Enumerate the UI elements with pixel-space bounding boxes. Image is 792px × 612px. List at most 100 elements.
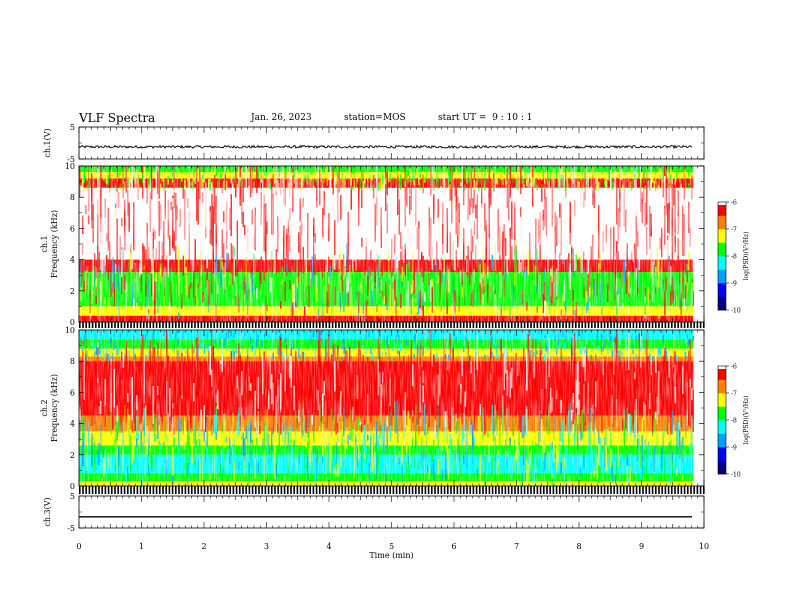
segment-marker: [143, 322, 145, 328]
segment-marker: [216, 486, 219, 494]
segment-marker: [95, 322, 97, 328]
segment-marker: [274, 322, 276, 328]
colorbar-segment: [718, 460, 726, 464]
segment-marker: [261, 322, 263, 328]
colorbar-segment: [718, 269, 726, 273]
segment-marker: [683, 322, 686, 328]
colorbar-segment: [718, 283, 726, 286]
segment-marker: [629, 322, 631, 328]
segment-marker: [437, 322, 439, 328]
segment-marker: [690, 322, 692, 328]
segment-marker: [331, 486, 334, 494]
y-tick-label: 5: [70, 492, 75, 501]
segment-marker: [635, 322, 638, 328]
segment-marker: [162, 322, 164, 328]
segment-marker: [642, 322, 644, 328]
segment-marker: [322, 486, 324, 494]
segment-marker: [280, 322, 283, 328]
segment-marker: [335, 322, 337, 328]
segment-marker: [581, 322, 583, 328]
segment-marker: [514, 322, 516, 328]
segment-marker: [411, 322, 414, 328]
segment-marker: [213, 322, 215, 328]
segment-marker: [139, 322, 142, 328]
segment-marker: [155, 486, 158, 494]
segment-marker: [357, 486, 359, 494]
segment-marker: [703, 322, 705, 328]
segment-marker: [293, 486, 295, 494]
segment-marker: [290, 322, 292, 328]
segment-marker: [159, 486, 161, 494]
segment-marker: [175, 486, 177, 494]
segment-marker: [107, 486, 110, 494]
segment-marker: [597, 322, 599, 328]
segment-marker: [159, 322, 161, 328]
segment-marker: [91, 322, 94, 328]
segment-marker: [315, 486, 318, 494]
segment-marker: [386, 322, 388, 328]
segment-marker: [146, 486, 148, 494]
segment-marker: [677, 322, 679, 328]
colorbar-segment: [718, 371, 726, 375]
segment-marker: [245, 322, 247, 328]
segment-marker: [687, 322, 689, 328]
segment-marker: [354, 486, 356, 494]
segment-marker: [223, 322, 225, 328]
segment-marker: [101, 322, 103, 328]
colorbar-segment: [718, 387, 726, 391]
segment-marker: [216, 322, 219, 328]
segment-marker: [363, 322, 366, 328]
y-tick-label: 6: [70, 224, 75, 233]
segment-marker: [203, 486, 206, 494]
colorbar-segment: [718, 261, 726, 265]
segment-marker: [290, 486, 292, 494]
segment-marker: [229, 486, 231, 494]
segment-marker: [146, 322, 148, 328]
segment-marker: [427, 322, 430, 328]
segment-marker: [79, 322, 81, 328]
segment-marker: [431, 322, 433, 328]
segment-marker: [341, 486, 343, 494]
colorbar-segment: [718, 406, 726, 410]
segment-marker: [693, 322, 695, 328]
colorbar-segment: [718, 304, 726, 308]
colorbar-segment: [718, 277, 726, 281]
segment-marker: [168, 486, 171, 494]
segment-marker: [98, 322, 100, 328]
segment-marker: [184, 486, 187, 494]
segment-marker: [219, 486, 222, 494]
colorbar-tick-label: -9: [731, 281, 737, 288]
segment-marker: [232, 486, 235, 494]
colorbar-segment: [718, 422, 726, 426]
segment-marker: [319, 322, 321, 328]
segment-marker: [264, 322, 267, 328]
colorbar-segment: [718, 207, 726, 211]
segment-marker: [655, 322, 657, 328]
y-tick-label: -5: [67, 155, 75, 164]
segment-marker: [501, 322, 503, 328]
segment-marker: [130, 322, 132, 328]
segment-marker: [379, 322, 382, 328]
segment-marker: [207, 486, 209, 494]
segment-marker: [399, 486, 401, 494]
segment-marker: [303, 322, 305, 328]
colorbar-segment: [718, 229, 726, 232]
segment-marker: [200, 486, 203, 494]
segment-marker: [405, 322, 407, 328]
segment-marker: [667, 322, 670, 328]
segment-marker: [264, 486, 267, 494]
segment-marker: [267, 486, 270, 494]
segment-marker: [136, 322, 139, 328]
segment-marker: [658, 322, 660, 328]
colorbar-segment: [718, 366, 726, 369]
colorbar-segment: [718, 390, 726, 394]
segment-marker: [367, 486, 369, 494]
colorbar-segment: [718, 220, 726, 224]
segment-marker: [187, 486, 190, 494]
segment-marker: [376, 486, 379, 494]
segment-marker: [296, 322, 299, 328]
segment-marker: [91, 486, 94, 494]
segment-marker: [181, 486, 183, 494]
segment-marker: [520, 322, 523, 328]
segment-marker: [373, 486, 375, 494]
